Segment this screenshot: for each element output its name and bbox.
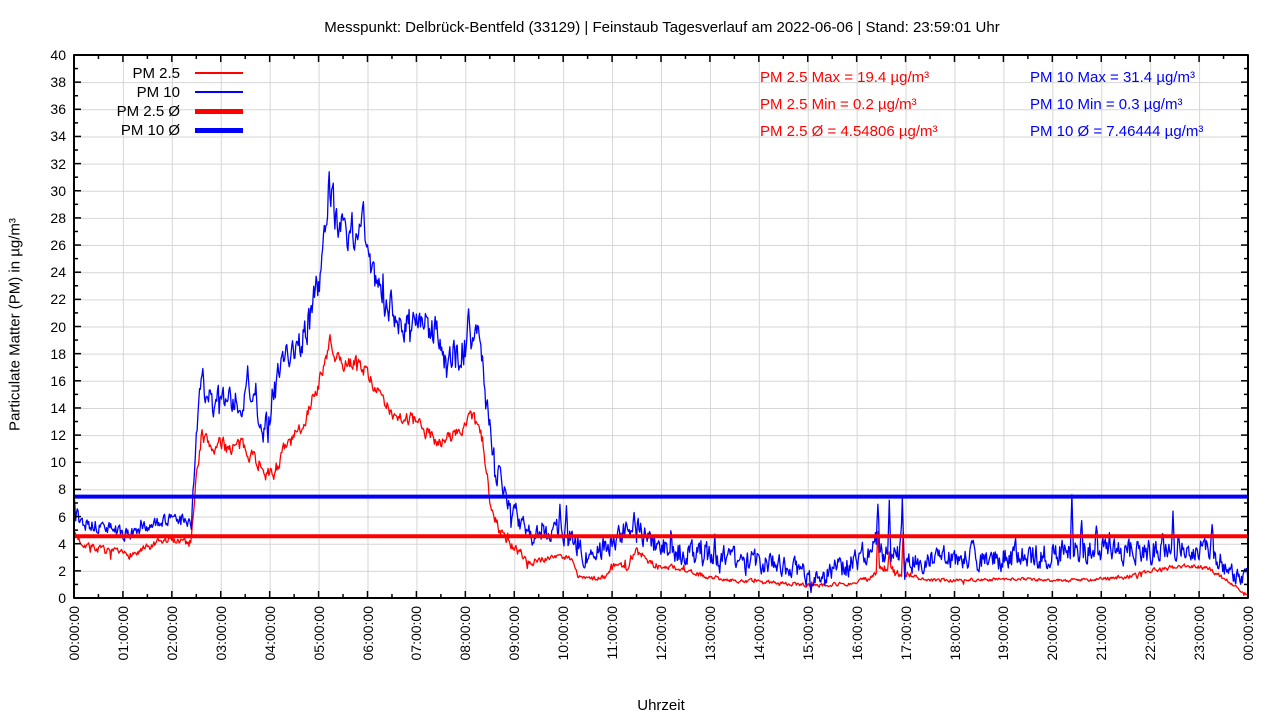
legend-line-pm25: [195, 72, 243, 74]
x-tick-label: 10:00:00: [555, 606, 572, 661]
legend-line-pm10: [195, 91, 243, 93]
x-tick-label: 18:00:00: [946, 606, 963, 661]
legend-row-pm25-avg: PM 2.5 Ø: [0, 102, 260, 121]
x-tick-label: 08:00:00: [457, 606, 474, 661]
y-tick-label: 2: [58, 562, 66, 579]
y-tick-label: 20: [50, 318, 66, 335]
y-tick-label: 0: [58, 590, 66, 606]
y-tick-label: 32: [50, 155, 66, 172]
x-tick-label: 11:00:00: [604, 606, 621, 660]
x-tick-label: 13:00:00: [701, 606, 718, 661]
x-tick-label: 20:00:00: [1044, 606, 1061, 661]
x-tick-label: 07:00:00: [408, 606, 425, 661]
stat-pm25-max: PM 2.5 Max = 19.4 µg/m³: [760, 69, 930, 86]
x-tick-label: 17:00:00: [897, 606, 914, 661]
legend-label-pm25-avg: PM 2.5 Ø: [116, 103, 180, 120]
x-tick-label: 22:00:00: [1142, 606, 1159, 661]
y-tick-label: 22: [50, 291, 66, 308]
y-tick-label: 24: [50, 264, 66, 281]
x-tick-label: 00:00:00: [1240, 606, 1256, 661]
y-tick-label: 6: [58, 508, 66, 525]
y-tick-label: 28: [50, 209, 66, 226]
y-tick-label: 36: [50, 101, 66, 118]
legend-label-pm10: PM 10: [136, 84, 180, 101]
stat-pm25-avg: PM 2.5 Ø = 4.54806 µg/m³: [760, 123, 938, 140]
stat-pm10-min: PM 10 Min = 0.3 µg/m³: [1030, 96, 1183, 113]
y-tick-label: 26: [50, 237, 66, 254]
legend-row-pm10-avg: PM 10 Ø: [0, 121, 260, 140]
y-tick-label: 12: [50, 427, 66, 444]
x-axis-title: Uhrzeit: [637, 697, 685, 714]
x-tick-label: 05:00:00: [310, 606, 327, 661]
x-tick-label: 23:00:00: [1191, 606, 1208, 661]
x-tick-label: 16:00:00: [848, 606, 865, 661]
y-tick-label: 10: [50, 454, 66, 471]
x-tick-label: 09:00:00: [506, 606, 523, 661]
y-tick-label: 14: [50, 399, 66, 416]
legend-row-pm25: PM 2.5: [0, 64, 260, 83]
y-tick-label: 4: [58, 535, 66, 552]
chart-title: Messpunkt: Delbrück-Bentfeld (33129) | F…: [324, 19, 1000, 36]
y-tick-label: 30: [50, 182, 66, 199]
y-tick-label: 34: [50, 128, 66, 145]
y-tick-label: 8: [58, 481, 66, 498]
legend-line-pm10-avg: [195, 128, 243, 133]
x-tick-label: 01:00:00: [114, 606, 131, 661]
x-tick-label: 21:00:00: [1093, 606, 1110, 661]
y-tick-label: 16: [50, 372, 66, 389]
x-tick-label: 00:00:00: [66, 606, 82, 661]
x-tick-label: 02:00:00: [163, 606, 180, 661]
y-tick-label: 18: [50, 345, 66, 362]
y-tick-label: 38: [50, 74, 66, 91]
legend-label-pm10-avg: PM 10 Ø: [120, 122, 180, 139]
x-tick-label: 14:00:00: [750, 606, 767, 661]
x-tick-label: 12:00:00: [653, 606, 669, 661]
x-tick-label: 06:00:00: [359, 606, 376, 661]
stat-pm25-min: PM 2.5 Min = 0.2 µg/m³: [760, 96, 917, 113]
x-tick-label: 15:00:00: [799, 606, 816, 661]
x-tick-label: 03:00:00: [212, 606, 229, 661]
stat-pm10-max: PM 10 Max = 31.4 µg/m³: [1030, 69, 1195, 86]
x-tick-label: 19:00:00: [995, 606, 1012, 661]
x-tick-label: 04:00:00: [261, 606, 278, 661]
stat-pm10-avg: PM 10 Ø = 7.46444 µg/m³: [1030, 123, 1204, 140]
legend-label-pm25: PM 2.5: [132, 65, 180, 82]
y-tick-label: 40: [50, 47, 66, 63]
legend-line-pm25-avg: [195, 109, 243, 114]
legend-row-pm10: PM 10: [0, 83, 260, 102]
